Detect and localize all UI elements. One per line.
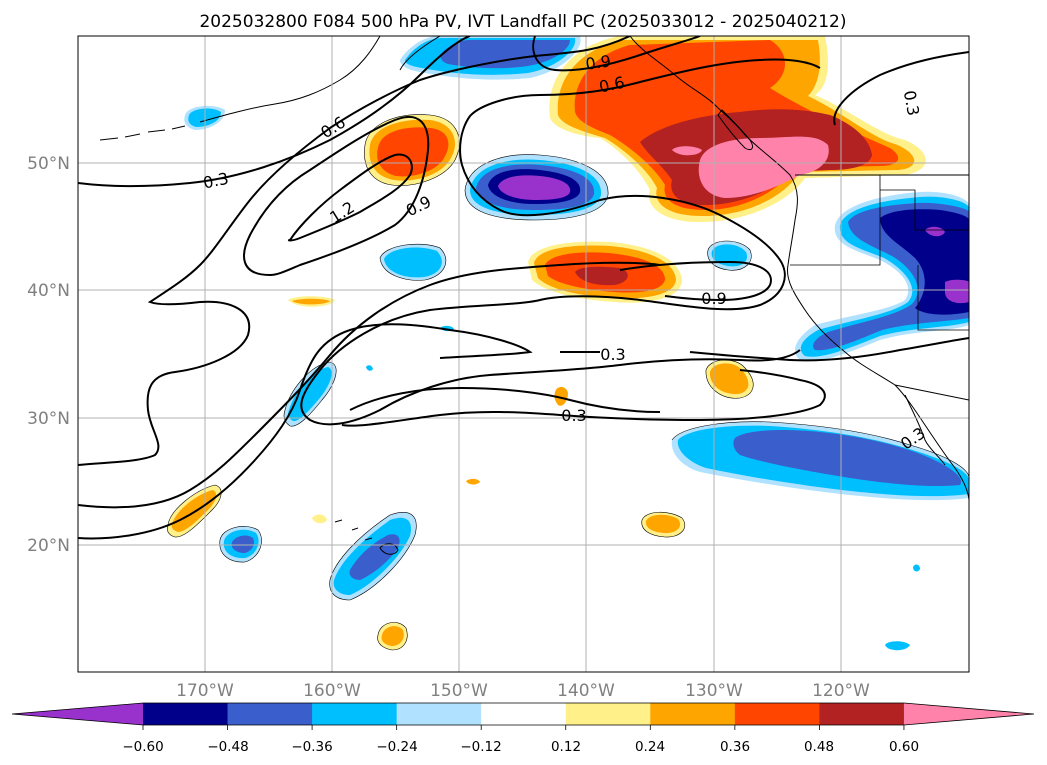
cool-region-130w-43n-cyan [711,244,748,267]
negative-anomaly-shading [184,36,969,651]
contour-label: 0.9 [584,51,612,73]
warm-region-148w-25n [466,478,480,485]
contour-label: 0.3 [201,169,230,193]
coastline-aleutians [99,125,186,141]
colorbar-bin [734,703,820,725]
contour-label: 0.9 [701,289,726,308]
contour-0.3-mid [349,337,969,413]
coastline-bc [629,36,798,221]
contour-1.2 [287,153,413,242]
contour-label: 0.3 [561,406,586,425]
lon-label-130w: 130°W [685,681,743,701]
lat-label-40n: 40°N [27,281,70,301]
warm-region-bc-pink [698,136,829,198]
contour-0.6-big [78,261,661,509]
contour-0.9-top [532,36,701,72]
coastline-us-west [786,219,969,501]
map-frame [77,35,970,673]
cool-region-hawaii-blue [349,534,400,580]
cool-region-se-band-blue [733,430,962,487]
warm-region-142w-31n [554,386,568,406]
colorbar-label: −0.12 [460,739,501,755]
cool-region-115w-17n [913,564,920,572]
cool-region-west-us-purple [945,279,969,304]
cool-region-158w-33n-cyan [288,367,332,422]
contour-0.3-mid2 [341,369,826,427]
colorbar-bin [903,703,1034,725]
warm-region-160w-21n [312,514,327,524]
longitude-labels: 170°W 160°W 150°W 140°W 130°W 120°W [176,681,870,701]
cool-region-145w-purple [498,175,571,200]
coastline-hawaii [334,519,399,555]
contour-label: 0.3 [600,345,625,364]
warm-region-155w-red [377,127,449,177]
colorbar-bin [12,703,143,725]
coastline-vancouver-island [717,109,753,151]
border-states [790,175,969,331]
figure-title: 2025032800 F084 500 hPa PV, IVT Landfall… [199,12,846,32]
border-us-mexico [894,384,969,401]
warm-region-bc-pink-small [672,146,702,156]
latitude-labels: 50°N 40°N 30°N 20°N [27,154,70,556]
warm-region-130w-33n-orange [709,363,749,395]
colorbar: −0.60 −0.48 −0.36 −0.24 −0.12 0.12 0.24 … [11,702,1035,755]
colorbar-bin [227,703,313,725]
contour-0.3-ne [833,51,969,126]
lon-label-140w: 140°W [557,681,615,701]
contour-0.9-east [619,260,772,302]
coastline-alaska [199,36,441,123]
colorbar-label: −0.24 [376,739,417,755]
colorbar-bin [143,703,229,725]
cool-region-157w-35n [366,365,373,371]
lon-label-120w: 120°W [812,681,870,701]
cool-region-155w-42n-cyan [384,247,442,278]
map-content: 0.9 0.6 0.6 0.3 0.3 1.2 0.9 0.9 0.3 0.3 … [78,36,969,672]
colorbar-label: −0.48 [207,739,248,755]
warm-region-135w-21n-orange [645,514,681,534]
map-panel: 0.9 0.6 0.6 0.3 0.3 1.2 0.9 0.9 0.3 0.3 … [77,35,970,673]
shading-outlines [166,114,969,651]
colorbar-label: −0.36 [291,739,332,755]
coastline-baja [904,394,946,466]
warm-region-155w-12n-orange [381,626,404,646]
lat-label-50n: 50°N [27,154,70,174]
cool-region-168w-20n-blue [231,535,255,553]
contour-label: 0.3 [900,89,923,117]
lat-label-20n: 20°N [27,536,70,556]
colorbar-label: 0.60 [889,739,919,755]
cool-region-118w-10n [885,641,910,651]
coastlines [99,36,969,555]
colorbar-bin [819,703,905,725]
lat-label-30n: 30°N [27,409,70,429]
lon-label-160w: 160°W [303,681,361,701]
warm-region-162w-39n-orange [292,298,330,305]
contour-0.3-south [78,323,600,540]
colorbar-bin [312,703,398,725]
colorbar-bin [396,703,482,725]
contour-0.9-ring [243,115,430,277]
colorbar-bin [565,703,651,725]
colorbar-label: −0.60 [122,739,163,755]
lon-label-150w: 150°W [430,681,488,701]
colorbar-label: 0.48 [804,739,834,755]
colorbar-label: 0.12 [551,739,581,755]
colorbar-bin [650,703,736,725]
warm-region-140w-darkred [575,266,628,286]
contour-label: 0.6 [597,73,626,97]
colorbar-label: 0.36 [720,739,750,755]
pv-contours [78,36,969,540]
contour-0.3-north [78,36,471,187]
colorbar-ticks [142,725,905,730]
cool-region-west-us-purple2 [925,226,945,237]
colorbar-label: 0.24 [635,739,665,755]
lon-label-170w: 170°W [176,681,234,701]
colorbar-bin [481,703,567,725]
colorbar-bins [12,703,1034,725]
contour-0.9-big [300,58,821,426]
contour-0.6 [78,36,631,466]
